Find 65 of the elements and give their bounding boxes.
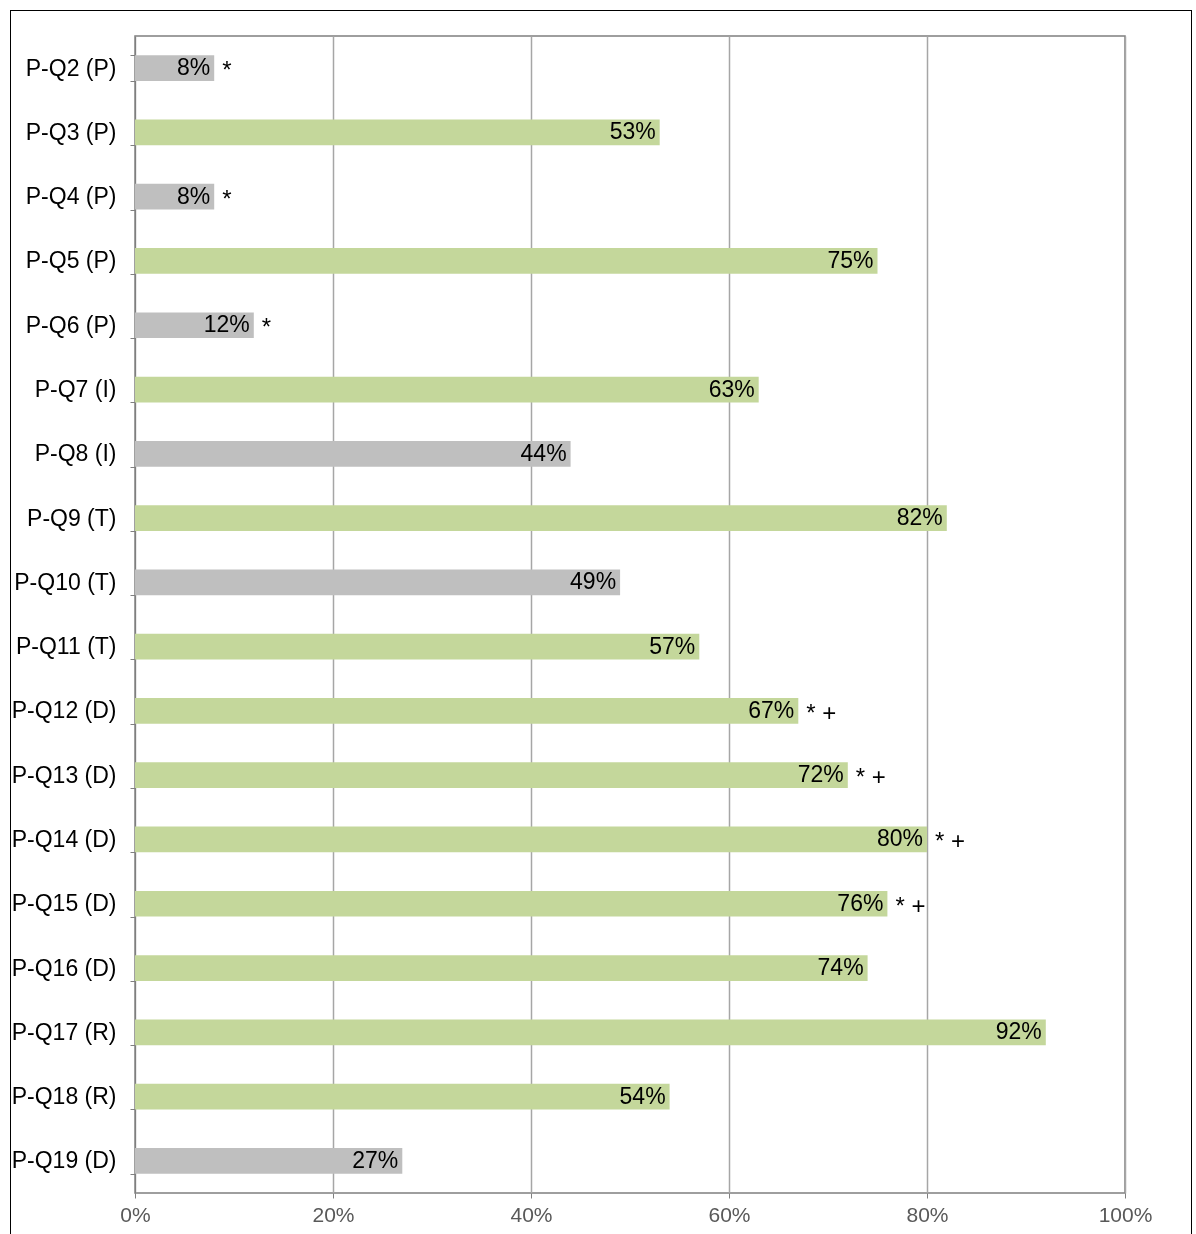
data-label: 49% xyxy=(570,568,617,595)
y-tick-label: P-Q2 (P) xyxy=(25,54,117,81)
data-label: 72% xyxy=(797,761,844,788)
x-tick-label: 80% xyxy=(906,1202,949,1226)
data-label: 63% xyxy=(708,375,755,402)
data-label: 92% xyxy=(995,1018,1042,1045)
bar xyxy=(135,633,700,660)
bar xyxy=(135,1019,1046,1046)
bar xyxy=(135,440,571,467)
data-label: 74% xyxy=(817,954,864,981)
y-tick-label: P-Q8 (I) xyxy=(34,440,117,467)
annotation: * + xyxy=(806,698,837,726)
y-tick-label: P-Q17 (R) xyxy=(11,1018,117,1045)
annotation: * + xyxy=(935,827,966,855)
y-tick-label: P-Q10 (T) xyxy=(14,568,117,595)
bar xyxy=(135,505,947,531)
y-tick-label: P-Q3 (P) xyxy=(25,118,117,145)
data-label: 27% xyxy=(352,1146,399,1173)
bar xyxy=(135,762,848,789)
x-tick-label: 60% xyxy=(708,1202,751,1226)
y-tick-label: P-Q12 (D) xyxy=(11,697,117,724)
bar xyxy=(135,312,254,339)
y-tick-label: P-Q11 (T) xyxy=(15,633,117,660)
annotation: * xyxy=(261,313,272,341)
x-tick-label: 20% xyxy=(312,1202,355,1226)
data-label: 82% xyxy=(896,504,943,531)
data-label: 44% xyxy=(520,439,567,466)
bar xyxy=(135,698,799,724)
y-tick-label: P-Q14 (D) xyxy=(11,825,117,852)
bar xyxy=(135,955,868,981)
y-tick-label: P-Q15 (D) xyxy=(11,890,117,917)
x-tick-label: 40% xyxy=(510,1202,553,1226)
bar xyxy=(135,248,878,274)
bar xyxy=(135,1083,670,1110)
data-label: 67% xyxy=(748,696,795,723)
bar xyxy=(135,376,759,403)
y-tick-label: P-Q6 (P) xyxy=(25,311,117,338)
data-label: 54% xyxy=(619,1082,666,1109)
bar xyxy=(135,826,927,853)
data-label: 76% xyxy=(837,889,884,916)
data-label: 75% xyxy=(827,246,874,273)
bar xyxy=(135,890,888,917)
data-label: 8% xyxy=(176,54,211,81)
annotation: * + xyxy=(855,763,886,791)
data-label: 8% xyxy=(176,182,211,209)
annotation: * xyxy=(222,184,232,212)
y-tick-label: P-Q7 (I) xyxy=(34,376,117,403)
bar xyxy=(135,1148,403,1174)
data-label: 57% xyxy=(649,632,696,659)
annotation: * + xyxy=(895,891,926,919)
y-tick-label: P-Q19 (D) xyxy=(11,1147,117,1174)
annotation: * xyxy=(222,56,232,84)
bar xyxy=(135,569,621,596)
y-tick-label: P-Q13 (D) xyxy=(11,761,117,788)
data-label: 80% xyxy=(876,825,923,852)
data-label: 53% xyxy=(609,118,656,145)
y-tick-label: P-Q16 (D) xyxy=(11,954,117,981)
data-label: 12% xyxy=(203,311,250,338)
bar xyxy=(135,119,660,146)
y-tick-label: P-Q18 (R) xyxy=(11,1083,117,1110)
x-tick-label: 0% xyxy=(120,1202,151,1226)
y-tick-label: P-Q9 (T) xyxy=(27,504,117,531)
x-tick-label: 100% xyxy=(1098,1202,1153,1226)
y-tick-label: P-Q5 (P) xyxy=(25,247,117,274)
y-tick-label: P-Q4 (P) xyxy=(25,183,117,210)
